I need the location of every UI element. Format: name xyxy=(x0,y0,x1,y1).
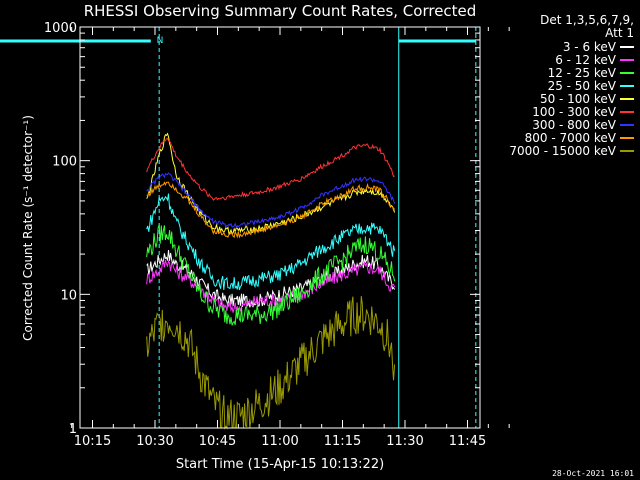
x-tick-label: 10:45 xyxy=(199,434,236,449)
series-25-50-keV-line xyxy=(146,193,396,291)
attenuator-n-label: N xyxy=(157,36,164,46)
legend-item-label: 300 - 800 keV xyxy=(532,117,616,132)
legend-item-label: 50 - 100 keV xyxy=(539,91,616,106)
legend-item-label: 800 - 7000 keV xyxy=(524,130,616,145)
legend-item-label: 3 - 6 keV xyxy=(562,39,616,54)
series-12-25-keV-line xyxy=(146,224,396,326)
legend-item: 25 - 50 keV xyxy=(482,78,634,93)
y-tick-label: 10 xyxy=(60,288,77,303)
legend-swatch xyxy=(620,58,634,61)
timestamp: 28-Oct-2021 16:01 xyxy=(552,469,634,478)
legend-swatch xyxy=(620,136,634,139)
legend-swatch xyxy=(620,123,634,126)
y-tick-label: 100 xyxy=(52,155,77,170)
legend-item-label: 6 - 12 keV xyxy=(555,52,616,67)
x-tick-label: 10:30 xyxy=(136,434,173,449)
legend-item: 6 - 12 keV xyxy=(482,52,634,67)
legend-attenuator: Att 1 xyxy=(605,26,634,40)
y-tick-label: 1000 xyxy=(44,21,77,36)
legend-item-label: 7000 - 15000 keV xyxy=(509,143,616,158)
legend-item: 50 - 100 keV xyxy=(482,91,634,106)
legend-swatch xyxy=(620,71,634,74)
series-800-7000-keV-line xyxy=(146,181,395,239)
legend-item: 100 - 300 keV xyxy=(482,104,634,119)
legend-item-label: 12 - 25 keV xyxy=(547,65,616,80)
x-tick-label: 11:15 xyxy=(324,434,361,449)
x-tick-label: 10:15 xyxy=(74,434,111,449)
series-6-12-keV-line xyxy=(146,259,396,315)
legend-swatch xyxy=(620,110,634,113)
legend: Det 1,3,5,6,7,9, Att 1 3 - 6 keV 6 - 12 k… xyxy=(482,13,634,158)
x-tick-label: 11:45 xyxy=(449,434,486,449)
legend-item: 800 - 7000 keV xyxy=(482,130,634,145)
legend-swatch xyxy=(620,45,634,48)
series-100-300-keV-line xyxy=(146,137,395,201)
y-axis-label: Corrected Count Rate (s⁻¹ detector⁻¹) xyxy=(21,115,35,341)
legend-item-label: 25 - 50 keV xyxy=(547,78,616,93)
y-tick-label: 1 xyxy=(69,422,77,437)
x-tick-label: 11:30 xyxy=(386,434,423,449)
series-300-800-keV-line xyxy=(146,172,396,229)
legend-swatch xyxy=(620,149,634,152)
chart-title: RHESSI Observing Summary Count Rates, Co… xyxy=(84,2,477,20)
series-3-6-keV-line xyxy=(146,249,396,308)
legend-item-label: 100 - 300 keV xyxy=(532,104,616,119)
legend-item: 3 - 6 keV xyxy=(482,39,634,54)
legend-detectors: Det 1,3,5,6,7,9, xyxy=(540,13,634,27)
legend-swatch xyxy=(620,97,634,100)
legend-swatch xyxy=(620,84,634,87)
x-tick-label: 11:00 xyxy=(261,434,298,449)
legend-item: 12 - 25 keV xyxy=(482,65,634,80)
series-7000-15000-keV-line xyxy=(146,296,396,430)
x-axis-label: Start Time (15-Apr-15 10:13:22) xyxy=(176,457,384,472)
legend-item: 7000 - 15000 keV xyxy=(482,143,634,158)
legend-item: 300 - 800 keV xyxy=(482,117,634,132)
